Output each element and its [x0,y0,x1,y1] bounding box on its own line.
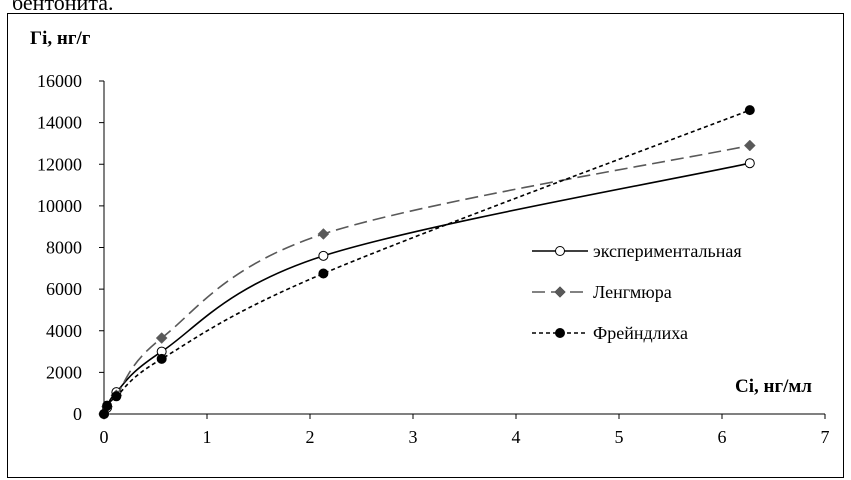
x-axis-label: Сі, нг/мл [735,376,812,397]
legend: экспериментальная Ленгмюра Фрейндлиха [532,241,742,343]
x-tick-label: 7 [821,427,830,447]
series-line [103,109,751,415]
chart-frame [7,13,844,478]
x-tick-label: 0 [100,427,109,447]
legend-marker [554,286,566,298]
data-point [317,228,330,240]
y-tick-label: 10000 [37,196,82,216]
legend-marker [555,246,565,256]
x-tick-label: 5 [615,427,624,447]
series-layer [98,105,756,420]
x-tick-label: 6 [718,427,727,447]
legend-entry: Ленгмюра [532,282,672,302]
data-point [318,250,329,261]
data-point [743,139,756,152]
y-tick-label: 0 [73,404,82,424]
x-tick-label: 4 [512,427,521,447]
y-tick-label: 4000 [46,321,82,341]
y-tick-label: 6000 [46,279,82,299]
data-point [99,409,109,419]
data-point [156,353,167,364]
y-tick-label: 12000 [37,154,82,174]
data-point [318,268,329,279]
legend-label: Фрейндлиха [593,323,688,343]
data-point [102,400,113,411]
y-tick-label: 2000 [46,362,82,382]
x-tick-label: 3 [409,427,418,447]
series-3 [99,105,755,419]
axes: 0 2000 4000 6000 8000 10000 12000 14000 16000 0 1 2… [37,71,830,447]
legend-marker [555,328,565,338]
legend-entry: Фрейндлиха [532,323,688,343]
data-point [155,332,168,344]
y-tick-label: 14000 [37,113,82,133]
top-text-fragment: бентонита. [12,0,114,15]
data-point [111,391,122,402]
x-tick-label: 2 [306,427,315,447]
y-tick-label: 8000 [46,238,82,258]
y-tick-label: 16000 [37,71,82,91]
data-point [744,158,755,169]
legend-label: экспериментальная [593,241,742,261]
y-axis-label: Гі, нг/г [30,28,91,49]
legend-label: Ленгмюра [593,282,672,302]
x-tick-label: 1 [203,427,212,447]
data-point [744,105,755,116]
series-line [103,144,750,415]
legend-entry: экспериментальная [532,241,742,261]
